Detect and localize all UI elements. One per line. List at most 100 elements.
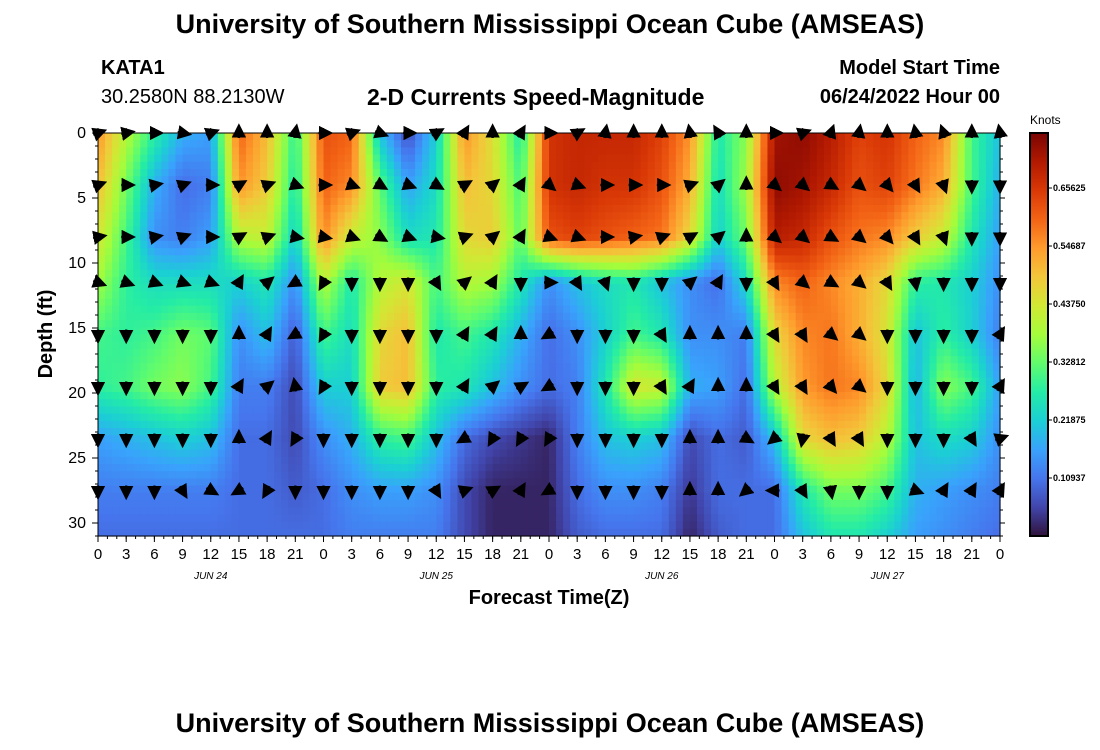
heatmap-cell — [711, 348, 719, 357]
heatmap-cell — [337, 370, 346, 379]
heatmap-cell — [922, 298, 931, 307]
heatmap-cell — [309, 312, 318, 321]
heatmap-cell — [675, 168, 684, 177]
heatmap-cell — [217, 269, 226, 278]
heatmap-cell — [210, 399, 219, 408]
heatmap-cell — [450, 161, 458, 170]
heatmap-cell — [471, 348, 480, 357]
heatmap-cell — [788, 377, 797, 386]
heatmap-cell — [985, 341, 994, 350]
heatmap-cell — [436, 363, 444, 372]
heatmap-cell — [929, 212, 938, 220]
heatmap-cell — [98, 197, 106, 206]
heatmap-cell — [231, 269, 240, 278]
heatmap-cell — [506, 240, 515, 249]
heatmap-cell — [175, 406, 184, 415]
heatmap-cell — [217, 298, 226, 307]
heatmap-cell — [358, 212, 367, 220]
heatmap-cell — [577, 312, 585, 321]
heatmap-cell — [154, 356, 163, 364]
heatmap-cell — [880, 348, 888, 357]
heatmap-cell — [415, 176, 423, 184]
heatmap-cell — [295, 240, 303, 249]
heatmap-cell — [133, 298, 141, 307]
heatmap-cell — [964, 154, 973, 163]
heatmap-cell — [675, 305, 684, 314]
heatmap-cell — [224, 212, 233, 220]
heatmap-cell — [760, 291, 769, 300]
heatmap-cell — [929, 197, 938, 206]
heatmap-cell — [696, 248, 705, 256]
heatmap-cell — [852, 147, 860, 156]
heatmap-cell — [309, 269, 318, 278]
heatmap-cell — [527, 190, 536, 199]
heatmap-cell — [457, 161, 466, 170]
heatmap-cell — [894, 233, 902, 242]
heatmap-cell — [344, 190, 353, 199]
heatmap-cell — [436, 399, 444, 408]
heatmap-cell — [189, 312, 198, 321]
heatmap-cell — [344, 240, 353, 249]
heatmap-cell — [718, 291, 726, 300]
heatmap-cell — [534, 399, 543, 408]
heatmap-cell — [506, 133, 515, 141]
heatmap-cell — [908, 248, 917, 256]
heatmap-cell — [943, 269, 952, 278]
heatmap-cell — [922, 334, 931, 343]
heatmap-cell — [922, 305, 931, 314]
heatmap-cell — [880, 219, 888, 228]
heatmap-cell — [288, 262, 296, 271]
heatmap-cell — [520, 262, 529, 271]
heatmap-cell — [365, 168, 374, 177]
heatmap-cell — [556, 204, 564, 213]
heatmap-cell — [837, 233, 846, 242]
heatmap-cell — [682, 305, 691, 314]
heatmap-cell — [210, 348, 219, 357]
heatmap-cell — [288, 341, 296, 350]
heatmap-cell — [302, 140, 311, 148]
heatmap-cell — [732, 356, 740, 364]
heatmap-cell — [816, 341, 825, 350]
heatmap-cell — [732, 240, 740, 249]
heatmap-cell — [422, 140, 430, 148]
heatmap-cell — [859, 312, 867, 321]
heatmap-cell — [450, 226, 458, 235]
heatmap-cell — [344, 406, 353, 415]
heatmap-cell — [640, 176, 649, 184]
heatmap-cell — [964, 320, 973, 328]
heatmap-cell — [992, 240, 1001, 249]
heatmap-cell — [386, 392, 395, 400]
heatmap-cell — [633, 312, 642, 321]
heatmap-cell — [866, 305, 874, 314]
heatmap-cell — [844, 183, 853, 192]
heatmap-cell — [950, 392, 959, 400]
heatmap-cell — [224, 248, 233, 256]
heatmap-cell — [654, 392, 663, 400]
heatmap-cell — [689, 161, 698, 170]
heatmap-cell — [894, 341, 902, 350]
heatmap-cell — [105, 305, 113, 314]
heatmap-cell — [401, 204, 409, 213]
heatmap-cell — [866, 154, 874, 163]
heatmap-cell — [203, 154, 212, 163]
heatmap-cell — [675, 183, 684, 192]
heatmap-cell — [316, 269, 325, 278]
heatmap-cell — [661, 176, 670, 184]
heatmap-cell — [478, 204, 487, 213]
heatmap-cell — [471, 370, 480, 379]
heatmap-cell — [781, 248, 790, 256]
heatmap-cell — [450, 176, 458, 184]
heatmap-cell — [337, 341, 346, 350]
heatmap-cell — [154, 305, 163, 314]
heatmap-cell — [704, 233, 712, 242]
heatmap-cell — [245, 327, 254, 336]
heatmap-cell — [450, 399, 458, 408]
heatmap-cell — [499, 183, 508, 192]
heatmap-cell — [823, 363, 832, 372]
heatmap-cell — [612, 197, 621, 206]
heatmap-cell — [344, 377, 353, 386]
heatmap-cell — [274, 320, 282, 328]
heatmap-cell — [436, 262, 444, 271]
heatmap-cell — [323, 399, 332, 408]
heatmap-cell — [105, 399, 113, 408]
